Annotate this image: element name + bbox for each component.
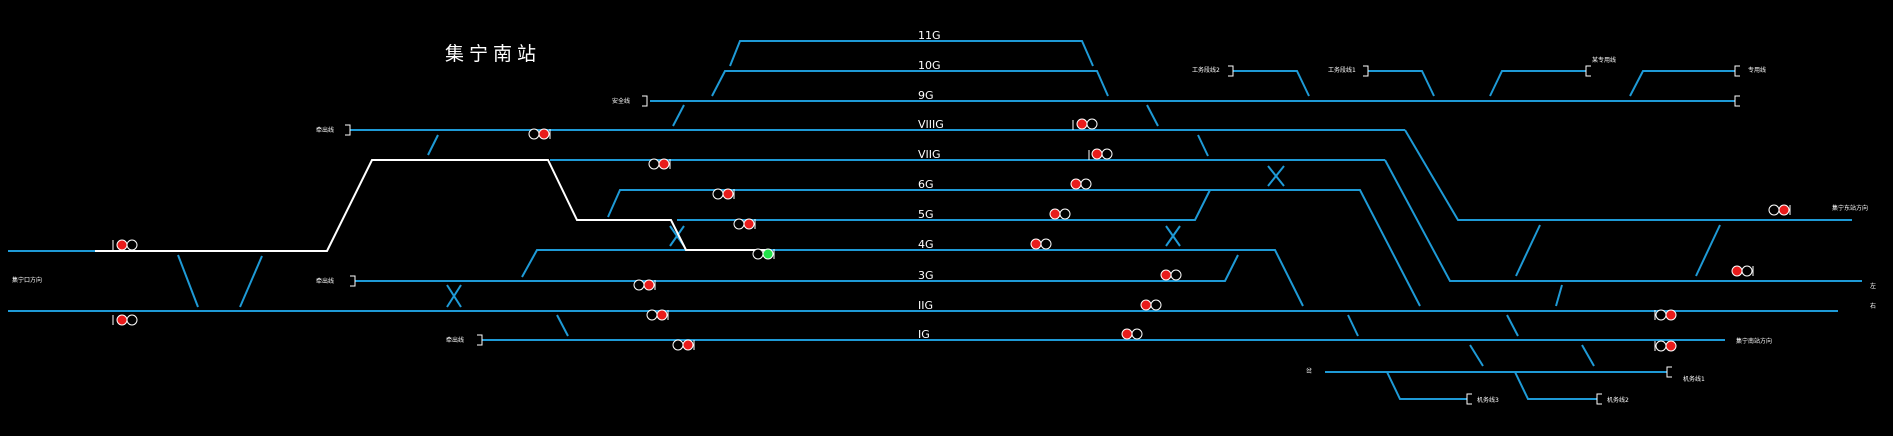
signal-iig-far-right[interactable] [1654,309,1677,321]
buffer-stop [1585,65,1591,77]
label-right-edge-b: 右 [1870,302,1876,310]
signal-4g-left[interactable] [752,248,775,260]
label-jiwu1: 机务线1 [1683,375,1705,383]
crossover[interactable] [1165,225,1181,247]
track-label-ig: IG [918,328,930,341]
signal-xf-left[interactable] [112,314,138,326]
label-qiantui-b: 牵出线 [316,277,334,285]
track-right-upper[interactable] [1404,129,1852,221]
signal-ig-left[interactable] [672,339,695,351]
track-zhuanyong1[interactable] [1489,70,1586,97]
signal-iig-right[interactable] [1140,299,1162,311]
buffer-stop [1596,393,1602,405]
signal-5g-left[interactable] [733,218,756,230]
signal-viig-left[interactable] [648,158,671,170]
label-jiwu3: 机务线3 [1477,396,1499,404]
label-anquan-xian: 安全线 [612,97,630,105]
track-label-viiig: VIIIG [918,118,944,131]
buffer-stop [1734,95,1740,107]
signal-right-upper[interactable] [1768,204,1791,216]
buffer-stop [477,334,483,346]
track-11g[interactable] [729,40,1094,67]
signal-3g-right[interactable] [1160,269,1182,281]
crossover[interactable] [1581,344,1595,367]
label-gongwu1: 工务段线1 [1328,66,1356,74]
buffer-stop [345,124,351,136]
crossover[interactable] [427,134,439,156]
buffer-stop [350,275,356,287]
label-qiantui-c: 牵出线 [446,336,464,344]
crossover[interactable] [1695,224,1721,277]
track-label-10g: 10G [918,59,941,72]
label-right-top-entry: 集宁东站方向 [1832,204,1868,212]
crossover[interactable] [1267,165,1285,187]
crossover[interactable] [1469,344,1484,367]
label-left-entry: 集宁口方向 [12,276,42,284]
signal-6g-right[interactable] [1070,178,1092,190]
label-right-bottom-entry: 集宁南站方向 [1736,337,1772,345]
signal-right-middle[interactable] [1731,265,1754,277]
crossover[interactable] [669,225,685,247]
track-jiwu3[interactable] [1386,371,1467,400]
track-4g[interactable] [521,249,1304,307]
track-3g[interactable] [355,254,1239,282]
label-jiwu2: 机务线2 [1607,396,1629,404]
track-label-6g: 6G [918,178,934,191]
crossover[interactable] [672,104,685,127]
signal-ig-right[interactable] [1121,328,1143,340]
station-title: 集宁南站 [445,43,541,65]
label-qiantui-a: 牵出线 [316,126,334,134]
track-label-viig: VIIG [918,148,941,161]
label-zhuanyong2: 专用线 [1748,66,1766,74]
signal-4g-right[interactable] [1030,238,1052,250]
crossover[interactable] [1347,314,1359,337]
track-label-9g: 9G [918,89,934,102]
buffer-stop [1228,65,1234,77]
label-right-edge-a: 左 [1870,282,1876,290]
crossover[interactable] [556,314,569,337]
label-gongwu2: 工务段线2 [1192,66,1220,74]
signal-iig-left[interactable] [646,309,669,321]
buffer-stop [1734,65,1740,77]
crossover[interactable] [1146,104,1159,127]
signal-viig-right[interactable] [1088,148,1113,160]
buffer-stop [1363,65,1369,77]
signal-x-left[interactable] [112,239,138,251]
track-6g[interactable] [607,189,1421,307]
label-zhuanyong1: 某专用线 [1592,56,1616,64]
crossover[interactable] [239,255,263,308]
signal-ig-far-right[interactable] [1654,340,1677,352]
crossover[interactable] [446,284,462,308]
track-gongwu2[interactable] [1233,70,1310,97]
track-10g[interactable] [711,70,1109,97]
signal-3g-left[interactable] [633,279,656,291]
track-5g[interactable] [677,189,1211,221]
track-label-5g: 5G [918,208,934,221]
signal-viiig-left[interactable] [528,128,551,140]
label-small-left-bottom: 岔 [1306,367,1312,375]
signal-viiig-right[interactable] [1072,118,1098,130]
crossover[interactable] [177,254,199,308]
active-route [95,159,765,252]
track-gongwu1[interactable] [1368,70,1435,97]
buffer-stop [642,95,648,107]
signal-5g-right[interactable] [1049,208,1071,220]
crossover[interactable] [1515,224,1541,277]
track-label-iig: IIG [918,299,933,312]
crossover[interactable] [1197,134,1209,157]
buffer-stop [1466,393,1472,405]
track-label-4g: 4G [918,238,934,251]
signal-6g-left[interactable] [712,188,735,200]
crossover[interactable] [1506,314,1519,337]
crossover[interactable] [1555,284,1563,307]
track-jiwu2[interactable] [1514,371,1597,400]
track-right-middle[interactable] [1384,159,1862,282]
track-zhuanyong2[interactable] [1629,70,1735,97]
track-label-3g: 3G [918,269,934,282]
track-label-11g: 11G [918,29,941,42]
buffer-stop [1666,366,1672,378]
